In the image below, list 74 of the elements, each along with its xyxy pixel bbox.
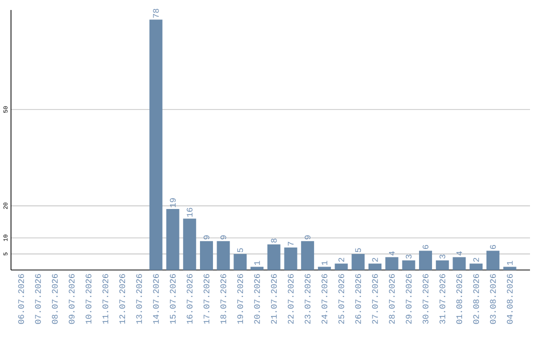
bar (216, 241, 230, 270)
x-tick-label: 15.07.2026 (170, 274, 176, 324)
bar (503, 266, 516, 270)
x-tick-label: 02.08.2026 (473, 274, 479, 324)
x-tick-label: 26.07.2026 (355, 274, 361, 324)
data-label: 1 (507, 260, 513, 265)
data-label: 4 (456, 251, 462, 256)
bar (234, 254, 247, 270)
x-tick-label: 19.07.2026 (237, 274, 244, 324)
x-tick-label: 13.07.2026 (136, 274, 142, 324)
x-tick-label: 09.07.2026 (68, 274, 75, 324)
x-tick-label: 22.07.2026 (288, 274, 294, 324)
x-tick-label: 03.08.2026 (490, 274, 496, 324)
bar (486, 250, 500, 270)
x-tick-label: 27.07.2026 (372, 274, 378, 324)
x-tick-label: 29.07.2026 (406, 274, 412, 324)
data-label: 8 (270, 238, 277, 243)
data-label: 4 (389, 251, 395, 256)
data-label: 16 (186, 208, 192, 217)
bar (250, 266, 264, 270)
bar (368, 264, 382, 270)
x-tick-label: 11.07.2026 (102, 274, 108, 324)
bar (284, 248, 298, 270)
x-tick-label: 12.07.2026 (119, 274, 126, 324)
x-tick-label: 07.07.2026 (35, 274, 41, 324)
bar (149, 20, 162, 270)
x-tick-label: 23.07.2026 (304, 274, 310, 324)
data-label: 3 (406, 254, 412, 259)
bar (402, 260, 416, 270)
x-tick-label: 25.07.2026 (338, 274, 344, 324)
bar (452, 257, 466, 270)
data-label: 2 (338, 258, 344, 262)
x-tick-label: 31.07.2026 (440, 274, 446, 324)
bar (419, 250, 432, 270)
bar (166, 209, 180, 270)
data-label: 5 (237, 248, 243, 252)
data-label: 9 (304, 235, 310, 240)
bar (352, 254, 365, 270)
data-label: 1 (254, 260, 260, 265)
x-tick-label: 10.07.2026 (86, 274, 92, 324)
x-tick-label: 20.07.2026 (254, 274, 260, 324)
bar (385, 257, 398, 270)
x-tick-label: 28.07.2026 (388, 274, 395, 324)
x-tick-label: 04.08.2026 (506, 274, 513, 324)
x-tick-label: 17.07.2026 (204, 274, 210, 324)
x-tick-label: 08.07.2026 (52, 274, 58, 324)
data-label: 2 (372, 258, 378, 262)
bar (267, 244, 280, 270)
data-label: 19 (170, 198, 176, 208)
x-tick-label: 18.07.2026 (220, 274, 226, 324)
x-tick-label: 16.07.2026 (186, 274, 192, 324)
x-tick-label: 06.07.2026 (18, 274, 24, 324)
data-label: 1 (322, 260, 328, 265)
data-label: 78 (153, 8, 159, 18)
bar (200, 241, 213, 270)
bar (334, 264, 348, 270)
data-label: 5 (355, 248, 361, 252)
x-tick-label: 01.08.2026 (456, 274, 462, 324)
bar (301, 241, 314, 270)
bar (436, 260, 449, 270)
data-label: 2 (473, 258, 479, 262)
x-tick-label: 30.07.2026 (422, 274, 428, 324)
data-label: 6 (490, 245, 496, 249)
x-tick-label: 24.07.2026 (322, 274, 328, 324)
data-label: 6 (422, 245, 428, 249)
data-label: 9 (220, 235, 226, 240)
bar (318, 266, 331, 270)
x-tick-label: 14.07.2026 (153, 274, 159, 324)
bar (470, 264, 483, 270)
data-label: 7 (288, 242, 294, 246)
data-label: 3 (440, 254, 446, 259)
x-tick-label: 21.07.2026 (270, 274, 277, 324)
data-label: 9 (204, 235, 210, 240)
bar (183, 218, 196, 270)
